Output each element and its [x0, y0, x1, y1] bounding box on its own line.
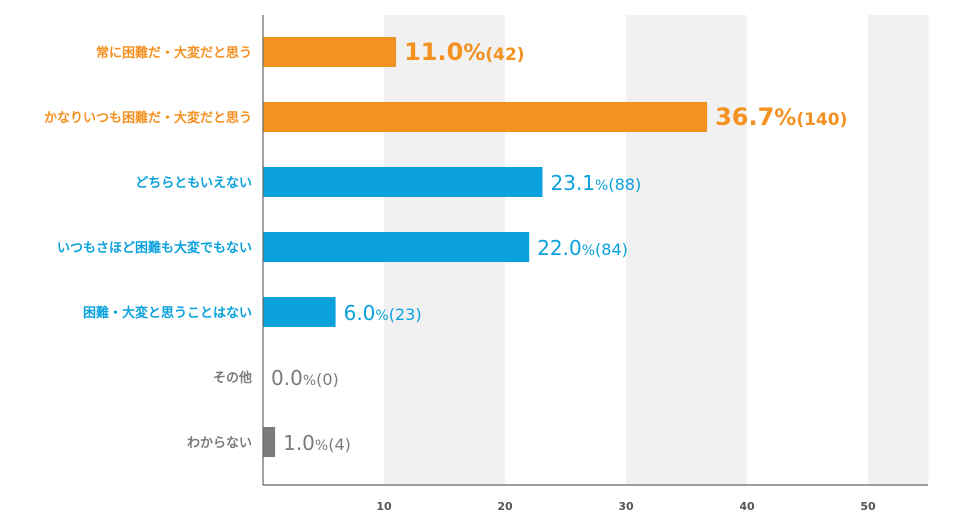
data-label: 1.0%(4) [283, 431, 351, 455]
x-tick-label: 50 [860, 500, 876, 513]
category-label: どちらともいえない [135, 176, 252, 191]
category-label: 常に困難だ・大変だと思う [96, 45, 252, 61]
category-labels: 常に困難だ・大変だと思うかなりいつも困難だ・大変だと思うどちらともいえないいつも… [44, 45, 252, 451]
x-tick-label: 40 [739, 500, 755, 513]
bar [263, 167, 543, 197]
data-label: 22.0%(84) [537, 236, 628, 260]
value-labels: 11.0%(42) 36.7%(140) 23.1%(88) 22.0%(84) 6.0… [271, 38, 847, 455]
bar [263, 427, 276, 457]
bars [263, 37, 708, 457]
grid-band [868, 15, 929, 485]
data-label: 23.1%(88) [551, 171, 642, 195]
bar [263, 297, 336, 327]
bar [263, 37, 397, 67]
x-tick-label: 20 [497, 500, 513, 513]
data-label: 36.7%(140) [715, 103, 847, 131]
category-label: いつもさほど困難も大変でもない [57, 240, 252, 256]
axes [262, 15, 928, 486]
x-tick-label: 10 [376, 500, 392, 513]
category-label: かなりいつも困難だ・大変だと思う [44, 110, 252, 126]
data-label: 11.0%(42) [404, 38, 524, 66]
data-label: 0.0%(0) [271, 366, 339, 390]
x-tick-labels: 10 20 30 40 50 [376, 500, 876, 513]
bar [263, 102, 708, 132]
x-tick-label: 30 [618, 500, 634, 513]
data-label: 6.0%(23) [344, 301, 422, 325]
category-label: 困難・大変と思うことはない [83, 305, 252, 321]
category-label: わからない [187, 436, 252, 451]
category-label: その他 [213, 370, 252, 386]
grid-band [626, 15, 747, 485]
bar [263, 232, 530, 262]
